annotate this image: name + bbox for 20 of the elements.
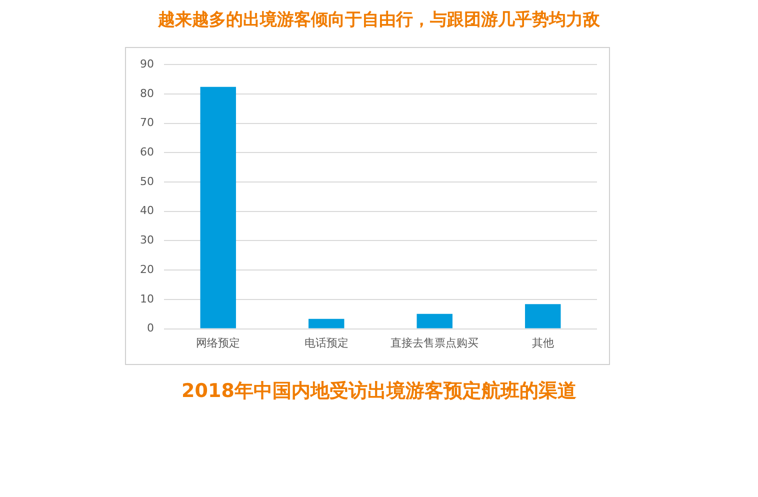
- x-tick-label: 网络预定: [196, 336, 240, 350]
- x-tick-label: 其他: [532, 336, 554, 350]
- y-tick-label: 10: [140, 292, 154, 306]
- bar: [525, 304, 561, 328]
- y-tick-label: 50: [140, 174, 154, 188]
- x-tick-label: 电话预定: [304, 336, 348, 350]
- y-tick-label: 30: [140, 234, 154, 247]
- y-tick-label: 90: [140, 57, 154, 70]
- y-tick-label: 20: [140, 262, 154, 276]
- y-tick-label: 0: [146, 322, 154, 335]
- bar: [416, 314, 452, 328]
- y-tick-label: 80: [140, 86, 154, 100]
- bar: [308, 318, 344, 328]
- text: 2018年中国内地受访出境游客预定航班的渠道: [180, 379, 578, 404]
- y-tick-label: 60: [140, 146, 154, 159]
- chart-title: 越来越多的出境游客倾向于自由行，与跟团游几乎势均力敌: [156, 9, 601, 31]
- bar: [200, 86, 236, 328]
- x-tick-label: 直接去售票点购买: [390, 336, 479, 350]
- y-tick-label: 70: [140, 116, 154, 130]
- y-tick-label: 40: [140, 204, 154, 218]
